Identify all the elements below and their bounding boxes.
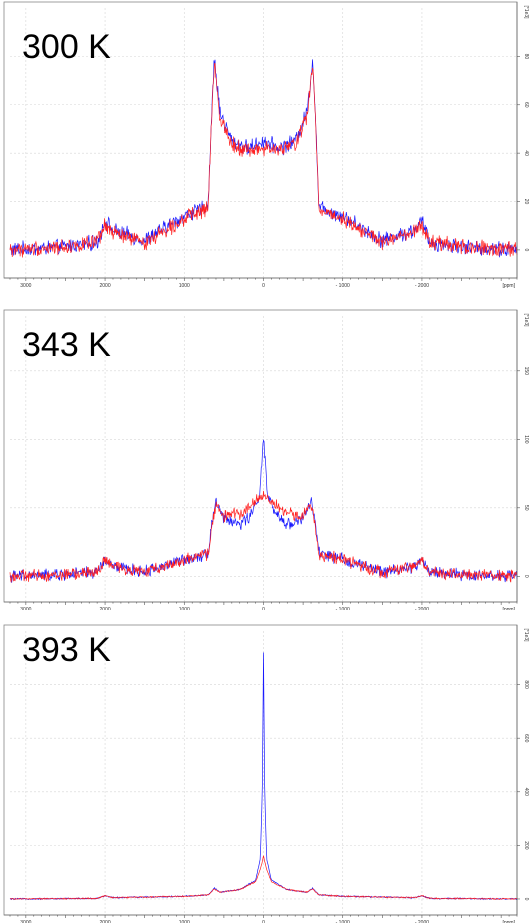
x-unit-label: [ppm] [502, 607, 515, 610]
y-tick-label: 0 [523, 249, 529, 252]
spectrum-panel-300k: 3000 2000 1000 0 - 1000 - 2000 [ppm] 0 20 40 60 80 [… [0, 0, 529, 300]
y-tick-label: 150 [523, 367, 529, 376]
temperature-label: 300 K [22, 28, 111, 66]
x-tick-label: - 2000 [415, 920, 429, 923]
spectrum-panel-343k: 3000 2000 1000 0 - 1000 - 2000 [ppm] 0 50 100 150 [… [0, 308, 529, 610]
spectrum-series-line [9, 439, 518, 583]
y-tick-label: 20 [523, 199, 529, 205]
x-tick-label: 3000 [20, 920, 31, 923]
x-tick-label: 1000 [179, 283, 190, 289]
y-unit-label: [*1e3] [523, 313, 529, 327]
x-unit-label: [ppm] [502, 920, 515, 923]
x-unit-label: [ppm] [502, 283, 515, 289]
spectrum-series-line [9, 490, 518, 583]
y-tick-label: 60 [523, 102, 529, 108]
temperature-label: 393 K [22, 631, 111, 669]
y-tick-label: 400 [523, 788, 529, 797]
y-tick-label: 800 [523, 680, 529, 689]
x-tick-label: - 1000 [336, 607, 350, 610]
y-tick-label: 80 [523, 54, 529, 60]
x-tick-label: 1000 [179, 920, 190, 923]
y-unit-label: [*1e3] [523, 5, 529, 19]
x-tick-label: 2000 [100, 607, 111, 610]
x-tick-label: 0 [262, 920, 265, 923]
x-tick-label: 2000 [100, 920, 111, 923]
x-tick-label: - 2000 [415, 283, 429, 289]
x-tick-label: 3000 [20, 283, 31, 289]
y-tick-label: 100 [523, 435, 529, 444]
spectrum-plot-300k: 3000 2000 1000 0 - 1000 - 2000 [ppm] 0 20 40 60 80 [… [3, 1, 529, 289]
spectrum-series-line [9, 59, 518, 258]
y-tick-label: 200 [523, 841, 529, 850]
spectrum-series-line [9, 63, 518, 258]
x-tick-label: 3000 [20, 607, 31, 610]
x-tick-label: 0 [262, 607, 265, 610]
y-tick-label: 40 [523, 150, 529, 156]
spectrum-plot-393k: 3000 2000 1000 0 - 1000 - 2000 [ppm] 0 200 400 600… [3, 624, 529, 923]
x-tick-label: 0 [262, 283, 265, 289]
x-tick-label: - 1000 [336, 283, 350, 289]
spectrum-panel-393k: 3000 2000 1000 0 - 1000 - 2000 [ppm] 0 200 400 600… [0, 615, 529, 923]
temperature-label: 343 K [22, 326, 111, 364]
x-tick-label: - 2000 [415, 607, 429, 610]
y-unit-label: [*1e3] [523, 628, 529, 642]
y-tick-label: 0 [523, 575, 529, 578]
x-tick-label: 1000 [179, 607, 190, 610]
y-tick-label: 50 [523, 505, 529, 511]
x-tick-label: - 1000 [336, 920, 350, 923]
x-tick-label: 2000 [100, 283, 111, 289]
y-tick-label: 0 [523, 898, 529, 901]
spectrum-plot-343k: 3000 2000 1000 0 - 1000 - 2000 [ppm] 0 50 100 150 [… [3, 309, 529, 610]
spectrum-series-line [9, 855, 518, 901]
y-tick-label: 600 [523, 734, 529, 743]
